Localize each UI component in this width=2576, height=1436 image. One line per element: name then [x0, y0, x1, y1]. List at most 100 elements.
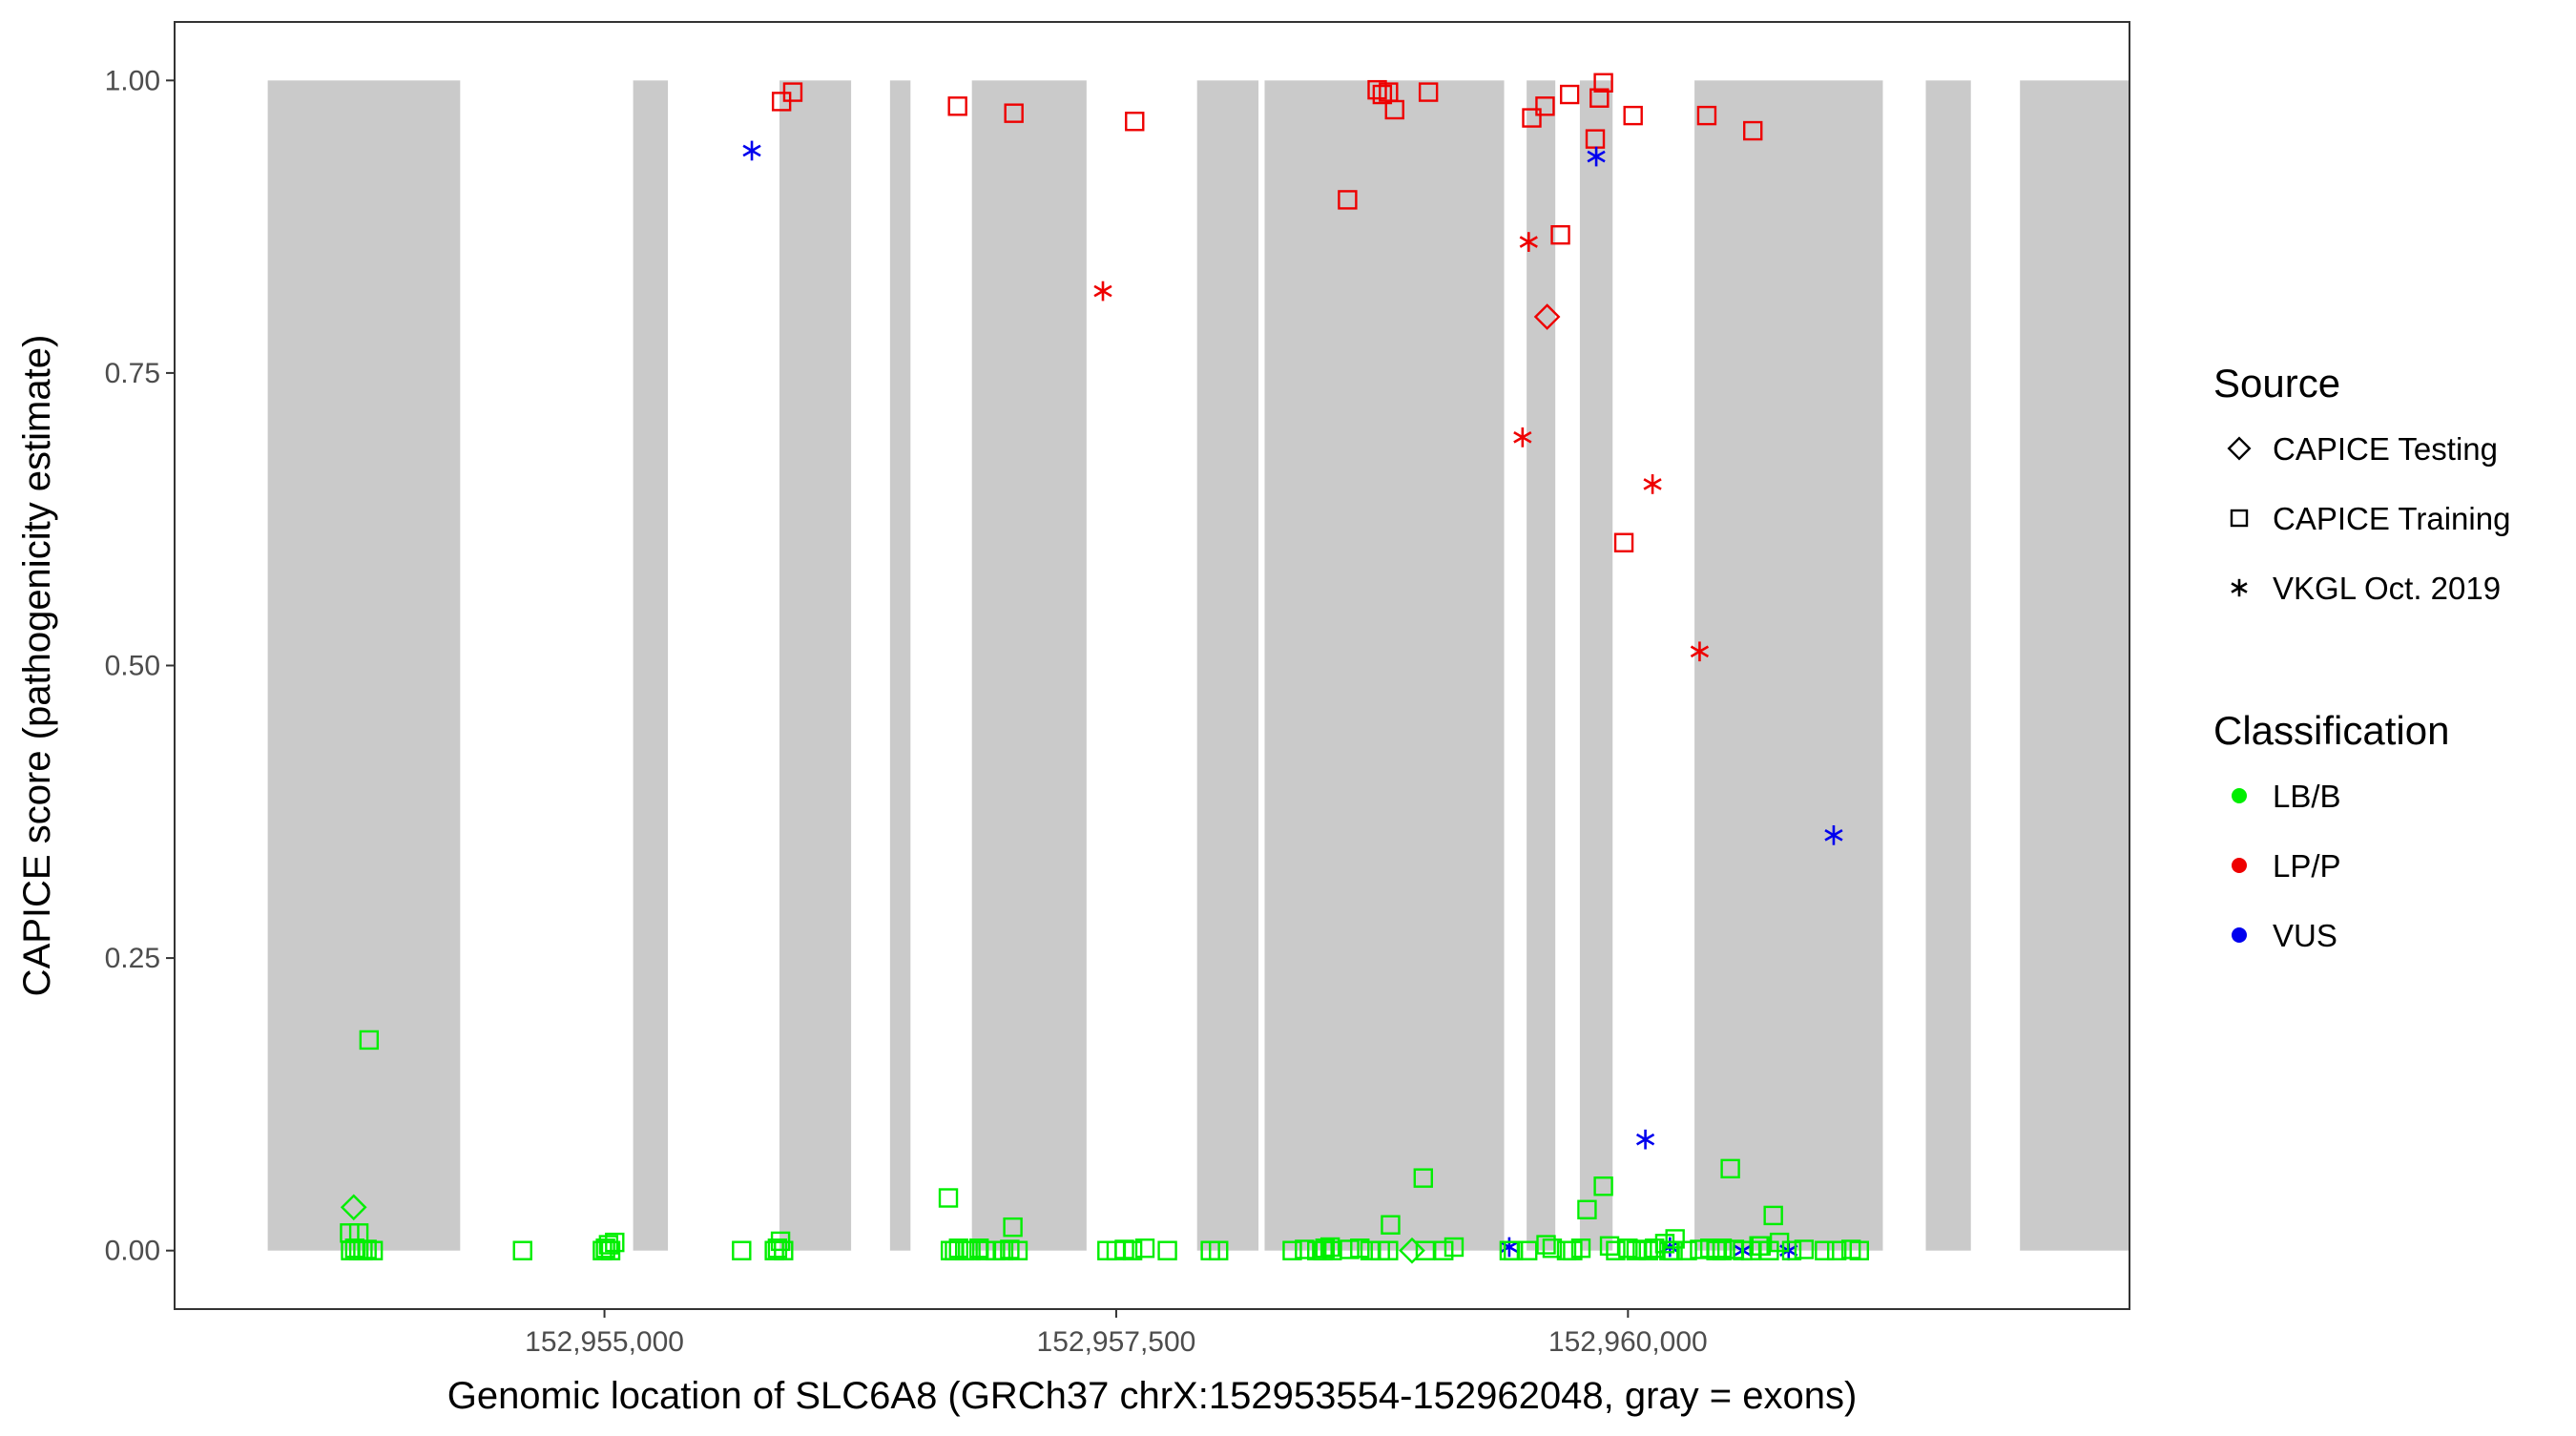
exon-band — [779, 80, 852, 1251]
data-point — [1315, 1238, 1335, 1259]
data-point — [1134, 1238, 1155, 1259]
legend: Source CAPICE Testing CAPICE Training VKGL … — [2213, 361, 2510, 953]
data-point — [1699, 1238, 1720, 1259]
data-point — [353, 1240, 373, 1260]
data-point — [1008, 1240, 1028, 1260]
legend-key — [2232, 858, 2247, 873]
data-point — [1209, 1240, 1229, 1260]
data-point — [938, 1188, 959, 1208]
data-point — [1550, 224, 1570, 245]
data-point — [1500, 1237, 1519, 1258]
exon-band — [889, 80, 911, 1251]
x-tick-label: 152,957,500 — [1037, 1326, 1196, 1358]
data-point — [359, 1030, 380, 1051]
exon-band — [1527, 80, 1556, 1251]
data-point — [1122, 1240, 1143, 1260]
data-point — [1677, 1240, 1697, 1260]
data-point — [1599, 1236, 1620, 1256]
data-point — [1593, 73, 1613, 93]
data-point — [1665, 1229, 1685, 1249]
data-point — [1518, 1240, 1538, 1260]
data-point — [782, 82, 803, 102]
legend-key — [2231, 578, 2248, 597]
axes: 0.00 0.25 0.50 0.75 1.00 152,955,000 152,957,5… — [105, 65, 1708, 1358]
data-point — [1379, 1240, 1399, 1260]
data-point — [1613, 532, 1634, 552]
exon-band — [1579, 80, 1613, 1251]
data-point — [1794, 1239, 1815, 1259]
legend-title: Classification — [2213, 708, 2449, 753]
data-point — [1635, 1129, 1655, 1150]
data-point — [993, 1240, 1014, 1260]
data-point — [1743, 120, 1763, 141]
data-point — [1434, 1240, 1454, 1260]
exon-band — [1196, 80, 1259, 1251]
data-point — [1712, 1238, 1733, 1259]
data-point — [1338, 190, 1358, 210]
legend-label: CAPICE Testing — [2273, 431, 2498, 467]
data-point — [1593, 1176, 1613, 1197]
data-point — [1542, 1238, 1563, 1259]
data-point — [1570, 1238, 1591, 1259]
data-point — [1522, 108, 1542, 128]
data-point — [947, 96, 967, 116]
data-point — [1849, 1240, 1869, 1260]
data-point — [1533, 303, 1561, 330]
data-point — [1763, 1205, 1783, 1226]
data-point — [767, 1238, 788, 1259]
y-tick-label: 1.00 — [105, 65, 160, 96]
data-point — [357, 1239, 377, 1259]
y-tick-label: 0.00 — [105, 1236, 160, 1267]
data-point — [598, 1235, 619, 1255]
data-point — [1519, 232, 1538, 252]
data-points — [340, 73, 1869, 1264]
data-point — [1749, 1236, 1769, 1256]
data-point — [1381, 1215, 1401, 1235]
data-point — [1632, 1239, 1652, 1259]
data-point — [1093, 281, 1112, 302]
data-point — [1696, 105, 1717, 126]
data-point — [363, 1240, 384, 1260]
data-point — [1645, 1238, 1665, 1259]
data-point — [774, 1240, 794, 1260]
data-point — [1577, 1199, 1597, 1219]
data-point — [1513, 427, 1532, 447]
exon-band — [1694, 80, 1883, 1251]
data-point — [732, 1240, 752, 1260]
data-point — [1606, 1240, 1626, 1260]
data-point — [605, 1232, 625, 1253]
legend-label: VKGL Oct. 2019 — [2273, 571, 2501, 606]
data-point — [1384, 99, 1404, 120]
data-point — [1503, 1240, 1524, 1260]
data-point — [1003, 1217, 1023, 1238]
data-point — [1536, 1235, 1556, 1255]
data-point — [1626, 1240, 1647, 1260]
data-point — [1587, 146, 1606, 167]
data-point — [1815, 1240, 1835, 1260]
y-tick-label: 0.50 — [105, 651, 160, 682]
data-point — [1157, 1240, 1177, 1260]
data-point — [1372, 84, 1393, 105]
data-point — [1824, 824, 1843, 845]
legend-key — [2232, 788, 2247, 803]
data-point — [1004, 103, 1024, 123]
data-point — [1659, 1240, 1679, 1260]
data-point — [1589, 88, 1610, 108]
data-point — [1350, 1238, 1370, 1259]
data-point — [512, 1240, 532, 1260]
data-point — [1559, 84, 1580, 105]
exon-band — [971, 80, 1087, 1251]
legend-key — [2227, 436, 2252, 461]
y-tick-label: 0.75 — [105, 358, 160, 389]
data-point — [1781, 1240, 1802, 1260]
exon-band — [2020, 80, 2129, 1251]
data-point — [1826, 1240, 1847, 1260]
legend-label: VUS — [2273, 918, 2337, 953]
data-point — [1399, 1237, 1425, 1264]
data-point — [1340, 1239, 1360, 1259]
data-point — [1360, 1240, 1381, 1260]
data-point — [742, 140, 761, 161]
data-point — [1125, 112, 1145, 132]
